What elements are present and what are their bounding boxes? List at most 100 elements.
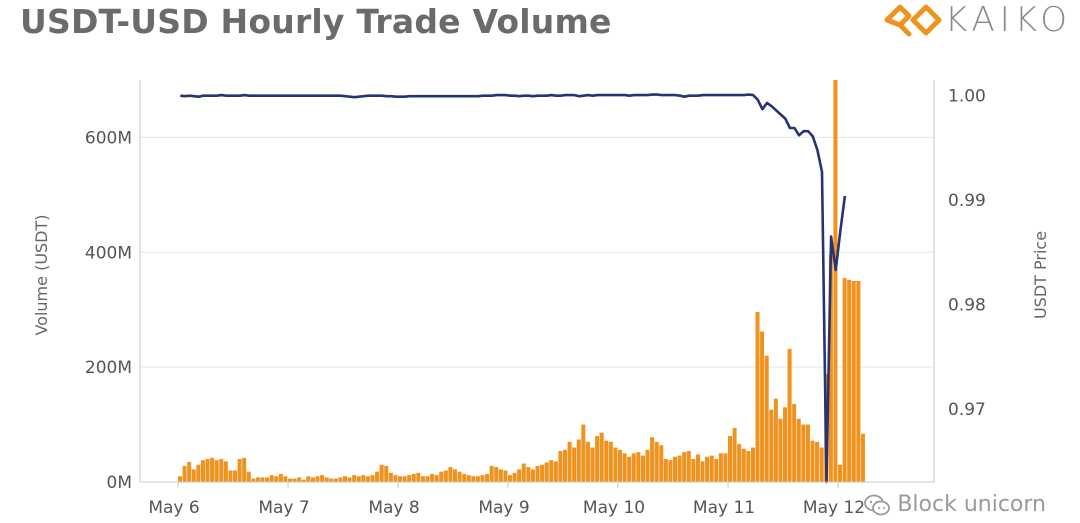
volume-bar (728, 436, 733, 482)
volume-bar (787, 348, 792, 482)
volume-bar (485, 473, 490, 482)
volume-bar (457, 471, 462, 482)
y2-tick-label: 0.97 (948, 400, 986, 420)
volume-bar (654, 441, 659, 482)
y-tick-label: 200M (85, 358, 132, 378)
volume-bar (517, 469, 522, 482)
volume-bar (677, 455, 682, 482)
volume-bar (178, 476, 183, 482)
x-tick-label: May 9 (478, 498, 529, 518)
volume-bar (567, 441, 572, 482)
volume-bar (260, 477, 265, 482)
y-tick-label: 400M (85, 243, 132, 263)
volume-bar (783, 407, 788, 482)
volume-bar (306, 476, 311, 482)
volume-bar (558, 450, 563, 482)
volume-bar (508, 475, 513, 482)
volume-bar (563, 449, 568, 482)
volume-bar (416, 472, 421, 482)
volume-bar (590, 447, 595, 482)
volume-bar (549, 460, 554, 482)
volume-bar (411, 473, 416, 482)
volume-bar (585, 441, 590, 482)
volume-bar (732, 428, 737, 482)
y-axis-title: Volume (USDT) (32, 214, 51, 335)
volume-bar (269, 475, 274, 482)
volume-bar (187, 461, 192, 482)
volume-bar (439, 471, 444, 482)
kaiko-diamond-logo-icon (884, 4, 942, 37)
volume-bar (760, 331, 765, 482)
volume-bar (526, 467, 531, 482)
volume-bar (645, 449, 650, 482)
volume-bar (430, 473, 435, 482)
x-tick-label: May 11 (693, 498, 755, 518)
volume-bar (237, 459, 242, 482)
page-title: USDT-USD Hourly Trade Volume (20, 2, 612, 41)
volume-bar (297, 477, 302, 482)
watermark: Block unicorn (863, 492, 1046, 517)
volume-bar (288, 478, 293, 482)
watermark-text: Block unicorn (897, 492, 1046, 517)
volume-bars (178, 80, 865, 482)
volume-bar (856, 281, 861, 482)
volume-bar (320, 475, 325, 482)
volume-bar (388, 472, 393, 482)
volume-bar (352, 475, 357, 482)
volume-bar (343, 476, 348, 482)
y2-tick-label: 0.98 (948, 295, 986, 315)
volume-bar (521, 463, 526, 482)
volume-bar (595, 436, 600, 482)
volume-bar (650, 437, 655, 482)
volume-bar (494, 467, 499, 482)
volume-bar (356, 476, 361, 482)
volume-bar (443, 470, 448, 482)
volume-bar (599, 432, 604, 482)
volume-bar (453, 469, 458, 482)
logo-text: KAIKO (944, 0, 1072, 40)
volume-bar (714, 459, 719, 482)
volume-bar (572, 447, 577, 482)
volume-bar (402, 476, 407, 482)
volume-bar (691, 459, 696, 482)
volume-bar (512, 472, 517, 482)
volume-bar (191, 469, 196, 482)
volume-bar (489, 465, 494, 482)
volume-bar (805, 424, 810, 482)
volume-bar (407, 475, 412, 482)
volume-bar (773, 398, 778, 482)
volume-bar (228, 470, 233, 482)
volume-bar (801, 424, 806, 482)
volume-bar (535, 465, 540, 482)
volume-bar (755, 312, 760, 482)
volume-bar (604, 440, 609, 482)
grid-layer (140, 136, 934, 483)
volume-bar (718, 453, 723, 482)
volume-bar (246, 471, 251, 482)
y2-axis-title: USDT Price (1031, 231, 1050, 319)
volume-bar (333, 478, 338, 482)
volume-bar (480, 475, 485, 482)
volume-bar (705, 456, 710, 482)
volume-bar (833, 80, 838, 482)
volume-bar (682, 452, 687, 482)
volume-bar (544, 462, 549, 482)
volume-bar (828, 254, 833, 482)
volume-bar (723, 453, 728, 482)
volume-bar (448, 467, 453, 482)
volume-bar (398, 476, 403, 482)
kaiko-logo: KAIKO (883, 0, 1072, 40)
volume-bar (214, 460, 219, 482)
volume-bar (375, 471, 380, 482)
volume-bar (838, 464, 843, 482)
volume-bar (205, 459, 210, 482)
volume-bar (709, 455, 714, 482)
volume-bar (815, 441, 820, 482)
x-tick-label: May 10 (583, 498, 645, 518)
volume-bar (379, 464, 384, 482)
volume-bar (434, 475, 439, 482)
volume-bar (292, 478, 297, 482)
volume-bar (581, 424, 586, 482)
volume-bar (471, 476, 476, 482)
